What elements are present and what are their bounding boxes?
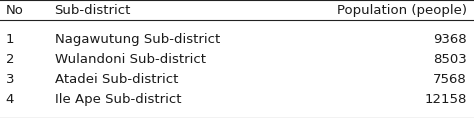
- Text: 1: 1: [6, 33, 14, 46]
- Text: 4: 4: [6, 93, 14, 106]
- Text: Population (people): Population (people): [337, 4, 467, 17]
- Text: Wulandoni Sub-district: Wulandoni Sub-district: [55, 53, 206, 66]
- Text: Sub-district: Sub-district: [55, 4, 131, 17]
- Text: 8503: 8503: [433, 53, 467, 66]
- Text: Nagawutung Sub-district: Nagawutung Sub-district: [55, 33, 220, 46]
- Text: 3: 3: [6, 73, 14, 86]
- Text: 9368: 9368: [433, 33, 467, 46]
- Text: 2: 2: [6, 53, 14, 66]
- Text: Atadei Sub-district: Atadei Sub-district: [55, 73, 178, 86]
- Text: 7568: 7568: [433, 73, 467, 86]
- Text: No: No: [6, 4, 24, 17]
- Text: Ile Ape Sub-district: Ile Ape Sub-district: [55, 93, 181, 106]
- Text: 12158: 12158: [425, 93, 467, 106]
